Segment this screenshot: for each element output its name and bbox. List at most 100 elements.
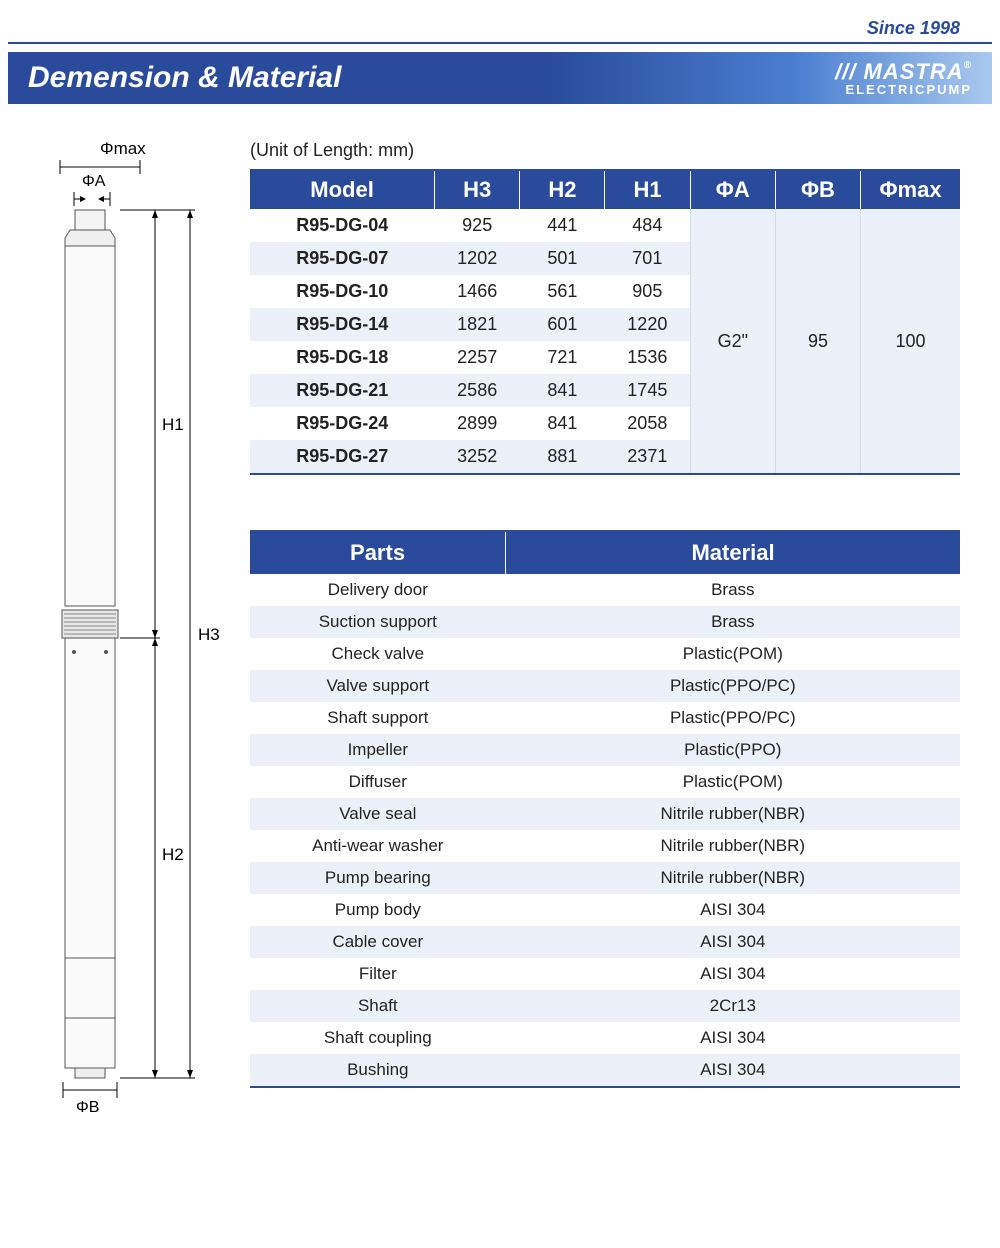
cell-model: R95-DG-07	[250, 242, 435, 275]
cell-part: Valve support	[250, 670, 506, 702]
cell-h1: 2058	[605, 407, 690, 440]
cell-part: Pump bearing	[250, 862, 506, 894]
brand-block: /// MASTRA® ELECTRICPUMP	[835, 61, 972, 96]
brand-subtitle: ELECTRICPUMP	[835, 83, 972, 96]
cell-part: Shaft support	[250, 702, 506, 734]
parts-table: Parts Material Delivery doorBrassSuction…	[250, 530, 960, 1088]
title-band: Demension & Material /// MASTRA® ELECTRI…	[8, 52, 992, 104]
cell-material: Nitrile rubber(NBR)	[506, 830, 960, 862]
cell-part: Impeller	[250, 734, 506, 766]
label-H3: H3	[198, 625, 220, 644]
cell-h1: 701	[605, 242, 690, 275]
label-phiB: ΦB	[76, 1099, 99, 1116]
cell-material: Plastic(PPO/PC)	[506, 670, 960, 702]
unit-label: (Unit of Length: mm)	[250, 140, 960, 161]
cell-phiB: 95	[775, 209, 860, 474]
label-phimax: Φmax	[100, 140, 146, 158]
table-row: Cable coverAISI 304	[250, 926, 960, 958]
cell-h3: 2586	[435, 374, 520, 407]
cell-model: R95-DG-14	[250, 308, 435, 341]
cell-part: Suction support	[250, 606, 506, 638]
cell-h3: 1202	[435, 242, 520, 275]
cell-part: Bushing	[250, 1054, 506, 1087]
cell-h1: 1536	[605, 341, 690, 374]
cell-h1: 484	[605, 209, 690, 242]
cell-material: Brass	[506, 606, 960, 638]
table-row: Check valvePlastic(POM)	[250, 638, 960, 670]
col-model: Model	[250, 170, 435, 209]
cell-h2: 841	[520, 374, 605, 407]
col-h1: H1	[605, 170, 690, 209]
col-material: Material	[506, 531, 960, 574]
cell-h1: 1745	[605, 374, 690, 407]
cell-material: AISI 304	[506, 894, 960, 926]
cell-h2: 841	[520, 407, 605, 440]
table-row: Pump bearingNitrile rubber(NBR)	[250, 862, 960, 894]
cell-h3: 1821	[435, 308, 520, 341]
col-phimax: Φmax	[861, 170, 960, 209]
table-row: Shaft2Cr13	[250, 990, 960, 1022]
dimension-table: Model H3 H2 H1 ΦA ΦB Φmax R95-DG-0492544…	[250, 169, 960, 475]
cell-material: 2Cr13	[506, 990, 960, 1022]
cell-h1: 1220	[605, 308, 690, 341]
cell-model: R95-DG-18	[250, 341, 435, 374]
page-title: Demension & Material	[28, 61, 341, 95]
cell-h3: 2257	[435, 341, 520, 374]
table-row: BushingAISI 304	[250, 1054, 960, 1087]
cell-material: AISI 304	[506, 1022, 960, 1054]
cell-part: Shaft coupling	[250, 1022, 506, 1054]
pump-diagram: Φmax ΦA	[40, 140, 220, 1140]
cell-h3: 3252	[435, 440, 520, 474]
tagline: Since 1998	[867, 18, 960, 39]
table-row: DiffuserPlastic(POM)	[250, 766, 960, 798]
cell-part: Shaft	[250, 990, 506, 1022]
cell-h1: 2371	[605, 440, 690, 474]
col-parts: Parts	[250, 531, 506, 574]
cell-h3: 2899	[435, 407, 520, 440]
cell-material: Nitrile rubber(NBR)	[506, 862, 960, 894]
cell-material: AISI 304	[506, 926, 960, 958]
cell-h2: 561	[520, 275, 605, 308]
cell-phimax: 100	[861, 209, 960, 474]
cell-material: Plastic(POM)	[506, 638, 960, 670]
cell-material: Nitrile rubber(NBR)	[506, 798, 960, 830]
table-row: R95-DG-04925441484G2"95100	[250, 209, 960, 242]
table-row: Valve sealNitrile rubber(NBR)	[250, 798, 960, 830]
cell-part: Cable cover	[250, 926, 506, 958]
cell-part: Valve seal	[250, 798, 506, 830]
brand-logo: /// MASTRA®	[835, 61, 972, 83]
table-row: Shaft couplingAISI 304	[250, 1022, 960, 1054]
cell-part: Filter	[250, 958, 506, 990]
cell-material: Plastic(POM)	[506, 766, 960, 798]
cell-material: Brass	[506, 574, 960, 606]
cell-model: R95-DG-10	[250, 275, 435, 308]
cell-material: Plastic(PPO/PC)	[506, 702, 960, 734]
cell-h2: 601	[520, 308, 605, 341]
cell-h1: 905	[605, 275, 690, 308]
table-row: Pump bodyAISI 304	[250, 894, 960, 926]
col-phib: ΦB	[775, 170, 860, 209]
cell-part: Anti-wear washer	[250, 830, 506, 862]
table-row: Anti-wear washerNitrile rubber(NBR)	[250, 830, 960, 862]
label-phiA: ΦA	[82, 173, 106, 190]
cell-h2: 881	[520, 440, 605, 474]
cell-h2: 501	[520, 242, 605, 275]
cell-part: Check valve	[250, 638, 506, 670]
cell-part: Pump body	[250, 894, 506, 926]
cell-h3: 1466	[435, 275, 520, 308]
cell-model: R95-DG-21	[250, 374, 435, 407]
table-row: Delivery doorBrass	[250, 574, 960, 606]
cell-material: Plastic(PPO)	[506, 734, 960, 766]
col-h3: H3	[435, 170, 520, 209]
cell-part: Delivery door	[250, 574, 506, 606]
col-phia: ΦA	[690, 170, 775, 209]
cell-material: AISI 304	[506, 958, 960, 990]
cell-model: R95-DG-27	[250, 440, 435, 474]
table-row: ImpellerPlastic(PPO)	[250, 734, 960, 766]
cell-h2: 721	[520, 341, 605, 374]
label-H1: H1	[162, 415, 184, 434]
col-h2: H2	[520, 170, 605, 209]
cell-h3: 925	[435, 209, 520, 242]
cell-model: R95-DG-24	[250, 407, 435, 440]
table-row: Shaft supportPlastic(PPO/PC)	[250, 702, 960, 734]
